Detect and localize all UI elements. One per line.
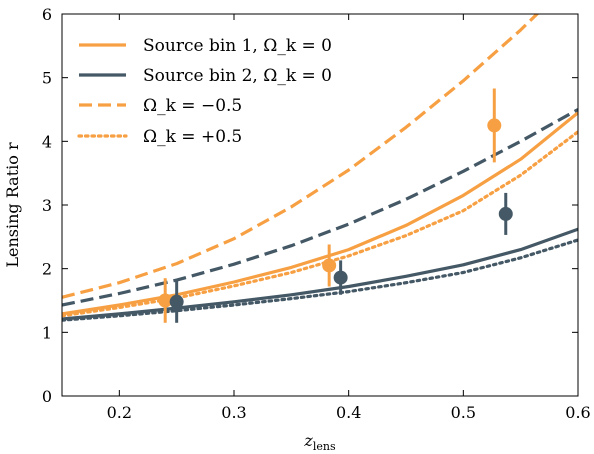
legend-item-2: Source bin 2, Ω_k = 0 <box>79 66 332 86</box>
x-tick-label: 0.2 <box>107 403 132 422</box>
point-marker <box>498 206 513 221</box>
legend: Source bin 1, Ω_k = 0 Source bin 2, Ω_k =… <box>77 36 332 147</box>
y-tick-label: 4 <box>42 132 52 151</box>
point-marker <box>158 293 173 308</box>
y-axis-ticks: 0 1 2 3 4 5 6 <box>42 5 578 406</box>
legend-label: Ω_k = +0.5 <box>143 127 242 147</box>
data-points-layer <box>158 88 513 323</box>
data-point-2 <box>169 280 184 323</box>
series-line-6 <box>62 238 578 322</box>
series-line-5 <box>62 130 578 318</box>
point-marker <box>487 118 502 133</box>
series-line-4 <box>62 108 578 307</box>
x-tick-label: 0.5 <box>451 403 476 422</box>
data-point-1 <box>158 278 173 323</box>
legend-label: Source bin 2, Ω_k = 0 <box>143 66 332 86</box>
y-tick-label: 2 <box>42 260 52 279</box>
series-line-2 <box>62 227 578 321</box>
y-tick-label: 0 <box>42 387 52 406</box>
legend-label: Source bin 1, Ω_k = 0 <box>143 36 332 56</box>
series-line-1 <box>62 111 578 316</box>
y-tick-label: 3 <box>42 196 52 215</box>
x-axis-label-main: z <box>303 431 313 450</box>
legend-item-3: Ω_k = −0.5 <box>79 96 242 116</box>
x-tick-label: 0.3 <box>221 403 246 422</box>
data-point-3 <box>322 244 337 287</box>
x-axis-label-subscript: lens <box>313 440 336 453</box>
x-tick-label: 0.4 <box>336 403 361 422</box>
data-point-6 <box>498 192 513 235</box>
curve-layer <box>62 14 578 322</box>
data-point-4 <box>333 260 348 295</box>
y-tick-label: 1 <box>42 323 52 342</box>
legend-label: Ω_k = −0.5 <box>143 96 242 116</box>
y-tick-label: 5 <box>42 69 52 88</box>
point-marker <box>322 258 337 273</box>
legend-item-4: Ω_k = +0.5 <box>77 127 242 147</box>
data-point-5 <box>487 88 502 163</box>
y-tick-label: 6 <box>42 5 52 24</box>
point-marker <box>333 270 348 285</box>
x-axis-ticks: 0.2 0.3 0.4 0.5 0.6 <box>107 14 591 422</box>
x-tick-label: 0.6 <box>565 403 590 422</box>
y-axis-label: Lensing Ratio r <box>3 142 22 268</box>
legend-item-1: Source bin 1, Ω_k = 0 <box>79 36 332 56</box>
series-line-3 <box>62 14 540 299</box>
point-marker <box>169 294 184 309</box>
x-axis-label: zlens <box>303 431 336 453</box>
